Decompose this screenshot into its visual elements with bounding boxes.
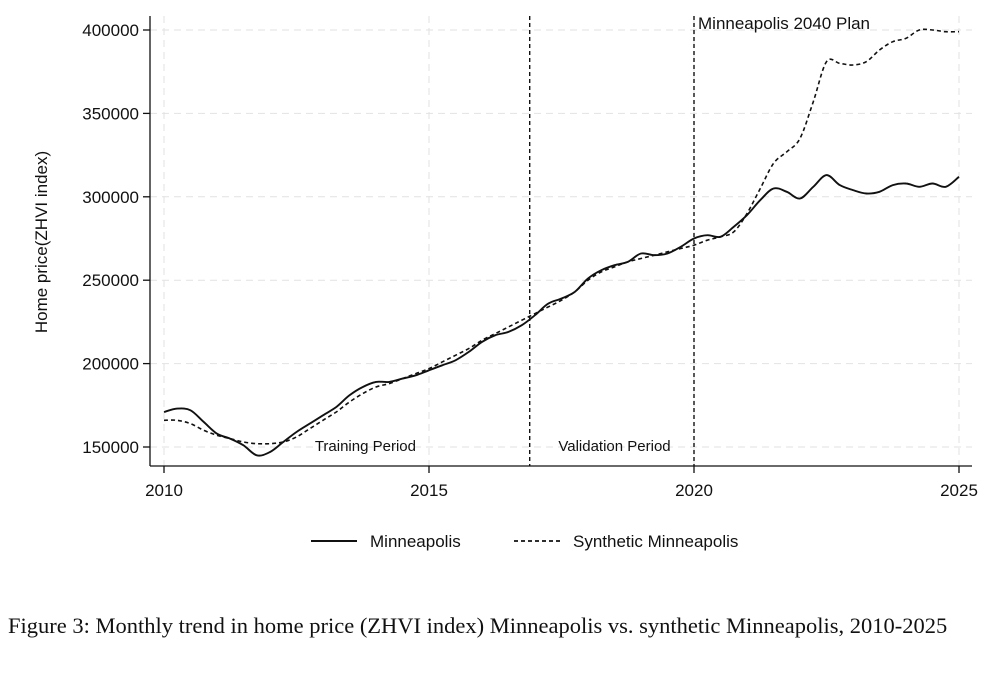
period-dividers <box>529 16 695 466</box>
axes <box>149 16 972 467</box>
annotation-label: Validation Period <box>558 438 670 455</box>
y-tick-label: 400000 <box>82 21 139 40</box>
x-tick-label: 2025 <box>940 481 978 500</box>
legend-label-synthetic-minneapolis: Synthetic Minneapolis <box>573 532 738 551</box>
y-tick-label: 250000 <box>82 271 139 290</box>
figure-caption: Figure 3: Monthly trend in home price (Z… <box>8 613 948 638</box>
annotation-label: Minneapolis 2040 Plan <box>698 14 870 33</box>
y-tick-label: 150000 <box>82 438 139 457</box>
x-tick-label: 2015 <box>410 481 448 500</box>
y-tick-label: 200000 <box>82 355 139 374</box>
series-line-synthetic-minneapolis <box>163 28 960 445</box>
legend-label-minneapolis: Minneapolis <box>370 532 461 551</box>
annotations: Training Period Validation Period Minneapo… <box>315 14 870 455</box>
x-tick-label: 2020 <box>675 481 713 500</box>
gridlines <box>150 16 972 466</box>
line-chart: 150000 200000 250000 300000 350000 400000 201… <box>32 14 978 551</box>
series-lines <box>163 28 960 457</box>
x-tick-label: 2010 <box>145 481 183 500</box>
legend: Minneapolis Synthetic Minneapolis <box>311 532 738 551</box>
x-axis-ticks: 2010 2015 2020 2025 <box>145 466 978 500</box>
series-line-minneapolis <box>163 174 960 457</box>
y-axis-ticks: 150000 200000 250000 300000 350000 400000 <box>82 21 150 457</box>
y-tick-label: 350000 <box>82 104 139 123</box>
y-tick-label: 300000 <box>82 188 139 207</box>
annotation-label: Training Period <box>315 438 416 455</box>
y-axis-title: Home price(ZHVI index) <box>32 151 51 333</box>
